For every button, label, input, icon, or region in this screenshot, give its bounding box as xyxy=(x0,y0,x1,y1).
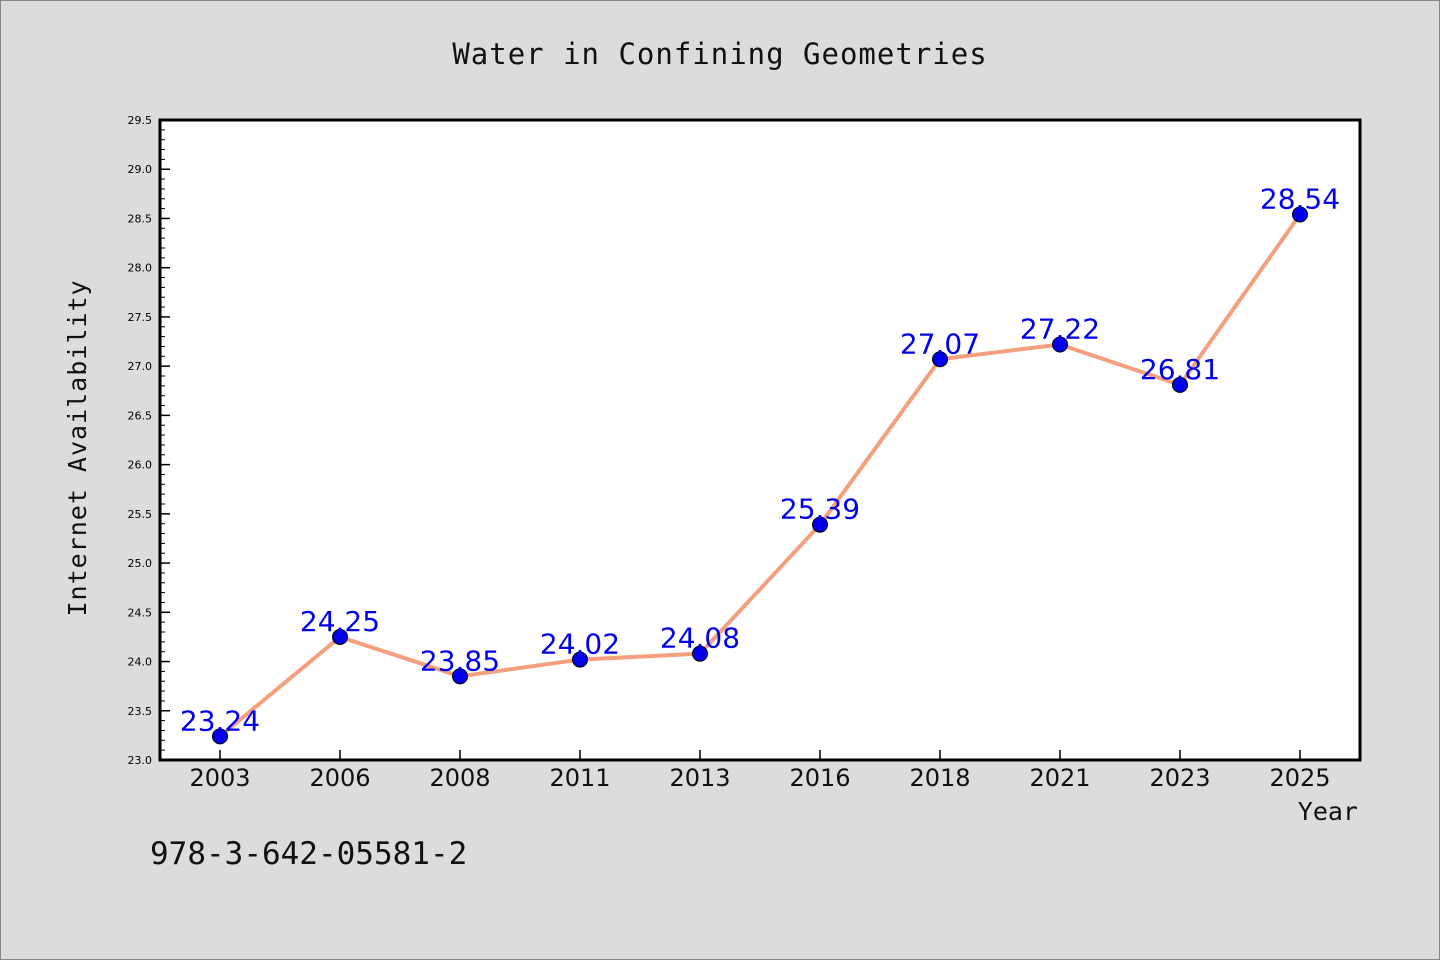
y-tick-label: 24.0 xyxy=(128,656,153,669)
y-tick-label: 28.5 xyxy=(128,212,153,225)
data-point xyxy=(332,628,348,645)
x-axis-label: Year xyxy=(1298,797,1358,826)
data-label: 23.24 xyxy=(180,704,260,737)
x-tick-label: 2013 xyxy=(669,764,730,792)
x-tick-label: 2021 xyxy=(1029,764,1090,792)
y-tick-label: 23.0 xyxy=(128,754,153,767)
data-label: 24.08 xyxy=(660,622,740,655)
data-label: 23.85 xyxy=(420,644,500,677)
data-label: 24.25 xyxy=(300,605,380,638)
data-labels: 23.24 24.25 23.85 24.02 24.08 25.39 27.07 27.22… xyxy=(180,183,1340,738)
x-tick-label: 2025 xyxy=(1269,764,1330,792)
chart-title: Water in Confining Geometries xyxy=(452,37,987,71)
y-tick-label: 26.5 xyxy=(128,409,153,422)
x-tick-label: 2006 xyxy=(309,764,370,792)
data-point xyxy=(1052,336,1068,353)
data-label: 27.22 xyxy=(1020,312,1100,345)
data-label: 27.07 xyxy=(900,327,980,360)
x-tick-label: 2018 xyxy=(909,764,970,792)
plot-area xyxy=(160,120,1360,760)
data-label: 28.54 xyxy=(1260,183,1340,216)
data-point xyxy=(692,645,708,662)
data-point xyxy=(1172,376,1188,393)
x-tick-label: 2016 xyxy=(789,764,850,792)
y-axis-ticks: 23.0 23.5 24.0 24.5 25.0 25.5 26.0 26.5 27.0 27.5… xyxy=(128,114,170,767)
y-tick-label: 25.0 xyxy=(128,557,153,570)
y-tick-label: 26.0 xyxy=(128,459,153,472)
y-tick-label: 29.5 xyxy=(128,114,153,127)
y-axis-label: Internet Availability xyxy=(63,279,92,616)
series-line xyxy=(218,212,1302,739)
data-point xyxy=(932,351,948,368)
y-tick-label: 29.0 xyxy=(128,163,153,176)
data-label: 26.81 xyxy=(1140,353,1220,386)
data-label: 24.02 xyxy=(540,628,620,661)
x-tick-label: 2003 xyxy=(189,764,250,792)
y-tick-label: 23.5 xyxy=(128,705,153,718)
data-point xyxy=(812,516,828,533)
plot-frame xyxy=(158,118,1362,762)
y-tick-label: 24.5 xyxy=(128,606,153,619)
y-tick-label: 28.0 xyxy=(128,262,153,275)
x-tick-label: 2008 xyxy=(429,764,490,792)
y-tick-label: 27.5 xyxy=(128,311,153,324)
data-point xyxy=(452,668,468,685)
isbn-annotation: 978-3-642-05581-2 xyxy=(150,836,467,872)
data-label: 25.39 xyxy=(780,493,860,526)
x-tick-label: 2011 xyxy=(549,764,610,792)
data-point xyxy=(1292,206,1308,223)
y-tick-label: 25.5 xyxy=(128,508,153,521)
y-tick-label: 27.0 xyxy=(128,360,153,373)
data-point xyxy=(572,651,588,668)
data-point xyxy=(212,728,228,745)
x-axis-ticks: 2003 2006 2008 2011 2013 2016 2018 2021 2023 2025 xyxy=(189,750,1331,792)
data-markers xyxy=(212,206,1308,745)
x-tick-label: 2023 xyxy=(1149,764,1210,792)
